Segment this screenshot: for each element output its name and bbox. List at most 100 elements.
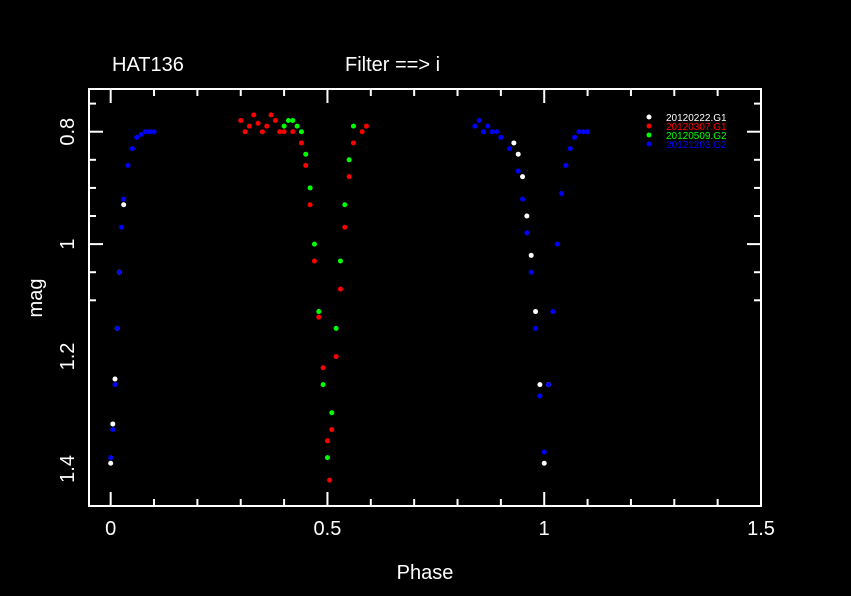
data-point-20120307.G1: [272, 117, 278, 123]
data-point-20121203.G2: [481, 129, 487, 135]
data-point-20120307.G1: [316, 314, 322, 320]
data-point-20121203.G2: [498, 134, 504, 140]
y-tick-label: 1: [57, 239, 79, 250]
x-axis-label: Phase: [397, 562, 454, 584]
data-point-20121203.G2: [580, 129, 586, 135]
plot-frame: [88, 88, 762, 507]
data-point-20120222.G1: [108, 460, 114, 466]
data-point-20121203.G2: [116, 269, 122, 275]
data-point-20120222.G1: [533, 309, 539, 315]
data-point-20120509.G2: [333, 325, 339, 331]
data-point-20120509.G2: [298, 129, 304, 135]
data-point-20121203.G2: [119, 224, 125, 230]
data-point-20120509.G2: [324, 455, 330, 461]
data-point-20121203.G2: [546, 382, 552, 388]
data-point-20120222.G1: [511, 140, 517, 146]
data-point-20120509.G2: [311, 241, 317, 247]
data-point-20120307.G1: [337, 286, 343, 292]
x-tick-label: 0.5: [314, 518, 342, 540]
data-point-20120509.G2: [281, 123, 287, 129]
data-point-20120307.G1: [246, 123, 252, 129]
data-point-20120307.G1: [242, 129, 248, 135]
data-point-20120222.G1: [515, 151, 521, 157]
data-point-20120307.G1: [346, 174, 352, 180]
data-point-20120509.G2: [285, 117, 291, 123]
data-point-20121203.G2: [554, 241, 560, 247]
x-tick-label: 1: [539, 518, 550, 540]
y-axis-label: mag: [25, 279, 47, 318]
data-point-20120222.G1: [112, 376, 118, 382]
data-point-20121203.G2: [129, 146, 135, 152]
data-point-20120307.G1: [350, 140, 356, 146]
data-point-20121203.G2: [576, 129, 582, 135]
x-tick-label: 1.5: [747, 518, 775, 540]
data-point-20121203.G2: [151, 129, 157, 135]
data-point-20121203.G2: [585, 129, 591, 135]
data-point-20120307.G1: [238, 117, 244, 123]
data-point-20120509.G2: [337, 258, 343, 264]
legend-marker: [646, 132, 652, 138]
data-point-20121203.G2: [147, 129, 153, 135]
data-point-20121203.G2: [112, 382, 118, 388]
data-point-20120307.G1: [264, 123, 270, 129]
data-point-20120307.G1: [255, 120, 261, 126]
data-point-20120222.G1: [541, 460, 547, 466]
data-point-20120307.G1: [307, 202, 313, 208]
data-point-20121203.G2: [541, 449, 547, 455]
chart-title-center: Filter ==> i: [345, 54, 440, 76]
legend-label: 20120222.G1: [666, 113, 727, 124]
data-point-20120509.G2: [316, 309, 322, 315]
data-point-20120307.G1: [303, 162, 309, 168]
data-point-20120509.G2: [329, 410, 335, 416]
data-point-20120222.G1: [121, 202, 127, 208]
data-point-20120222.G1: [524, 213, 530, 219]
data-point-20121203.G2: [108, 455, 114, 461]
legend-label: 20120307.G1: [666, 122, 727, 133]
chart-title-left: HAT136: [112, 54, 184, 76]
data-point-20121203.G2: [138, 132, 144, 138]
data-point-20120509.G2: [342, 202, 348, 208]
data-point-20121203.G2: [507, 146, 513, 152]
data-point-20121203.G2: [550, 309, 556, 315]
data-point-20120307.G1: [359, 129, 365, 135]
y-tick-label: 1.2: [57, 343, 79, 371]
data-point-20120222.G1: [528, 252, 534, 258]
y-tick-label: 1.4: [57, 455, 79, 483]
legend-label: 20120509.G2: [666, 131, 727, 142]
data-point-20121203.G2: [142, 129, 148, 135]
data-point-20121203.G2: [489, 129, 495, 135]
data-point-20121203.G2: [125, 162, 131, 168]
data-point-20121203.G2: [114, 325, 120, 331]
data-point-20121203.G2: [110, 427, 116, 433]
data-point-20121203.G2: [524, 230, 530, 236]
data-point-20121203.G2: [572, 134, 578, 140]
data-point-20120307.G1: [311, 258, 317, 264]
data-point-20120307.G1: [281, 129, 287, 135]
data-point-20120509.G2: [294, 123, 300, 129]
data-point-20121203.G2: [559, 191, 565, 197]
data-point-20120307.G1: [320, 365, 326, 371]
data-point-20121203.G2: [515, 168, 521, 174]
data-point-20121203.G2: [485, 123, 491, 129]
data-point-20120222.G1: [520, 174, 526, 180]
x-tick-label: 0: [105, 518, 116, 540]
legend-marker: [646, 114, 652, 120]
data-point-20120307.G1: [268, 112, 274, 118]
legend-marker: [646, 141, 652, 147]
data-point-20120307.G1: [324, 438, 330, 444]
legend-marker: [646, 123, 652, 129]
data-point-20121203.G2: [472, 123, 478, 129]
data-point-20121203.G2: [520, 196, 526, 202]
data-point-20120222.G1: [537, 382, 543, 388]
data-point-20120307.G1: [277, 129, 283, 135]
data-point-20120307.G1: [363, 123, 369, 129]
data-point-20120509.G2: [350, 123, 356, 129]
data-point-20120307.G1: [342, 224, 348, 230]
data-point-20120509.G2: [320, 382, 326, 388]
data-point-20121203.G2: [563, 162, 569, 168]
data-point-20120307.G1: [290, 129, 296, 135]
data-point-20121203.G2: [476, 117, 482, 123]
data-point-20121203.G2: [134, 134, 140, 140]
data-point-20120307.G1: [259, 129, 265, 135]
